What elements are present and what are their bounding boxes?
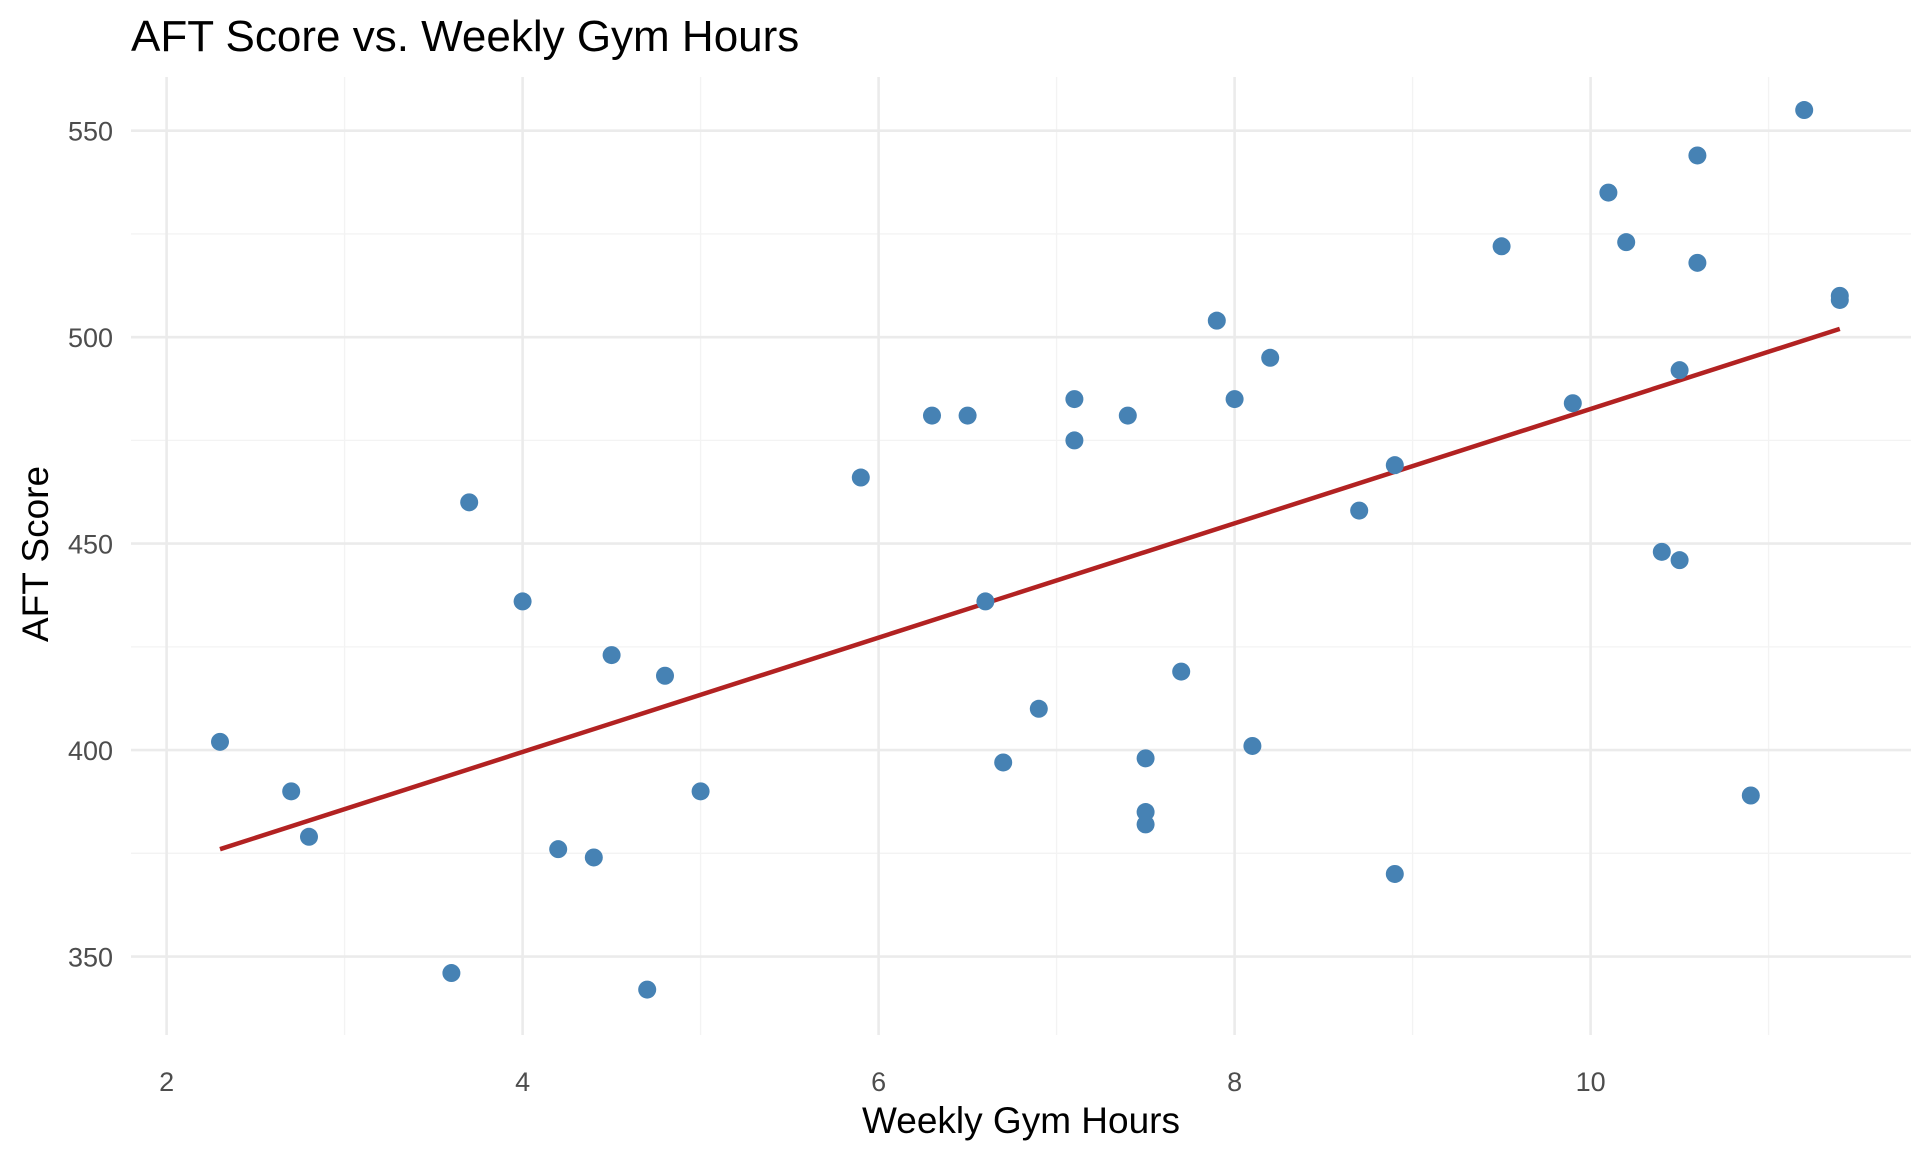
x-tick-label: 8 <box>1227 1067 1242 1097</box>
points-layer <box>211 101 1849 999</box>
y-tick-label: 350 <box>68 943 113 973</box>
scatter-point <box>1172 662 1191 681</box>
scatter-point <box>1065 390 1084 409</box>
scatter-point <box>851 468 870 487</box>
ticks-layer: 2 4 6 8 10 350 400 450 500 550 <box>68 117 1606 1097</box>
x-tick-label: 4 <box>515 1067 530 1097</box>
scatter-point <box>211 732 229 751</box>
x-axis-label: Weekly Gym Hours <box>862 1100 1180 1141</box>
scatter-point <box>1136 749 1155 768</box>
y-tick-label: 450 <box>68 530 113 560</box>
trend-layer <box>219 326 1841 852</box>
chart-title: AFT Score vs. Weekly Gym Hours <box>131 12 799 61</box>
scatter-point <box>1207 311 1226 330</box>
scatter-point <box>1261 348 1280 367</box>
scatter-point <box>1225 390 1244 409</box>
scatter-point <box>282 782 301 801</box>
scatter-point <box>513 592 532 611</box>
scatter-point <box>1670 361 1689 380</box>
scatter-point <box>656 666 674 685</box>
scatter-point <box>1670 551 1689 570</box>
scatter-point <box>1617 233 1636 252</box>
scatter-point <box>602 646 621 665</box>
scatter-point <box>691 782 710 801</box>
y-tick-label: 550 <box>68 117 113 147</box>
scatter-point <box>1029 699 1048 718</box>
scatter-point <box>923 406 941 425</box>
scatter-point <box>1136 815 1155 834</box>
y-axis-label: AFT Score <box>15 466 56 642</box>
scatter-point <box>1688 253 1707 272</box>
scatter-point <box>1688 146 1707 165</box>
scatter-point <box>1741 786 1760 805</box>
scatter-point <box>1652 542 1671 561</box>
scatter-point <box>1065 431 1084 450</box>
scatter-point <box>460 493 479 512</box>
scatter-point <box>638 980 657 999</box>
scatter-point <box>994 753 1013 772</box>
scatter-point <box>1385 864 1404 883</box>
x-tick-label: 6 <box>871 1067 886 1097</box>
scatter-point <box>1599 183 1618 202</box>
grid-layer <box>131 77 1911 1035</box>
scatter-point <box>549 840 568 859</box>
scatter-point <box>1243 736 1262 755</box>
scatter-point <box>958 406 977 425</box>
scatter-point <box>300 827 318 846</box>
scatter-point <box>442 964 461 983</box>
scatter-point <box>1136 803 1155 822</box>
scatter-point <box>1492 237 1511 256</box>
scatter-point <box>1118 406 1137 425</box>
trend-line <box>219 326 1841 852</box>
scatter-point <box>1385 456 1404 475</box>
y-tick-label: 500 <box>68 323 113 353</box>
x-tick-label: 2 <box>159 1067 174 1097</box>
x-tick-label: 10 <box>1576 1067 1606 1097</box>
scatter-point <box>1350 501 1369 520</box>
scatter-point <box>976 592 995 611</box>
scatter-point <box>584 848 603 867</box>
scatter-point <box>1795 101 1814 120</box>
scatter-point <box>1830 290 1849 309</box>
y-tick-label: 400 <box>68 736 113 766</box>
scatter-point <box>1563 394 1582 413</box>
